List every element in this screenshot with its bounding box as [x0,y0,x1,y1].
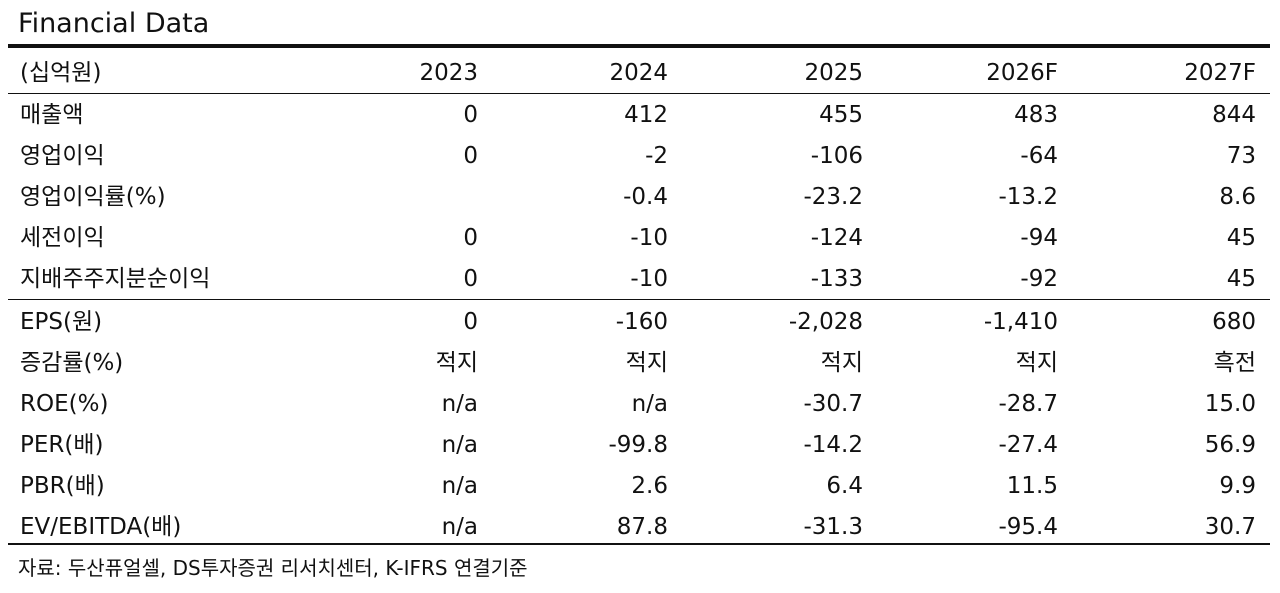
table-cell: -2,028 [788,309,863,335]
table-cell: 844 [1212,102,1256,128]
unit-label: (십억원) [20,60,102,86]
table-cell: -94 [1020,225,1058,251]
table-cell: n/a [441,391,478,417]
table-cell: -95.4 [998,514,1058,540]
table-cell: 6.4 [826,473,863,499]
row-label: 영업이익 [20,143,105,169]
table-cell: 2.6 [631,473,668,499]
table-cell: 30.7 [1204,514,1256,540]
row-label: EPS(원) [20,309,103,335]
table-cell: 680 [1212,309,1256,335]
table-cell: 45 [1226,266,1256,292]
table-cell: 적지 [435,350,478,376]
table-bottom-divider [8,543,1270,545]
table-cell: 9.9 [1219,473,1256,499]
row-label: PER(배) [20,432,104,458]
table-cell: n/a [631,391,668,417]
table-row: PER(배) n/a -99.8 -14.2 -27.4 56.9 [8,425,1270,466]
table-row: 영업이익 0 -2 -106 -64 73 [8,136,1270,177]
page-title: Financial Data [18,8,210,39]
table-header: (십억원) 2023 2024 2025 2026F 2027F [8,53,1270,94]
table-row: PBR(배) n/a 2.6 6.4 11.5 9.9 [8,466,1270,507]
table-row: 매출액 0 412 455 483 844 [8,95,1270,136]
table-cell: 8.6 [1219,184,1256,210]
table-cell: -133 [810,266,863,292]
table-cell: 455 [819,102,863,128]
year-header-2024: 2024 [609,60,668,86]
table-cell: n/a [441,432,478,458]
table-cell: -10 [630,266,668,292]
table-row: 영업이익률(%) -0.4 -23.2 -13.2 8.6 [8,177,1270,218]
table-cell: -64 [1020,143,1058,169]
table-cell: -106 [810,143,863,169]
table-cell: -30.7 [803,391,863,417]
table-cell: -28.7 [998,391,1058,417]
table-cell: -14.2 [803,432,863,458]
table-row: 증감률(%) 적지 적지 적지 적지 흑전 [8,343,1270,384]
table-cell: -2 [645,143,668,169]
table-cell: 412 [624,102,668,128]
table-cell: -160 [615,309,668,335]
table-cell: -1,410 [983,309,1058,335]
table-cell: 0 [463,225,478,251]
year-header-2023: 2023 [419,60,478,86]
table-cell: 적지 [1015,350,1058,376]
table-cell: 73 [1226,143,1256,169]
table-cell: 0 [463,266,478,292]
table-cell: n/a [441,473,478,499]
table-row: 세전이익 0 -10 -124 -94 45 [8,218,1270,259]
table-cell: -10 [630,225,668,251]
title-divider [8,44,1270,48]
table-row: EPS(원) 0 -160 -2,028 -1,410 680 [8,302,1270,343]
income-section: 매출액 0 412 455 483 844 영업이익 0 -2 -106 -64… [8,95,1270,300]
table-cell: -99.8 [608,432,668,458]
table-cell: n/a [441,514,478,540]
table-cell: 483 [1014,102,1058,128]
table-cell: 흑전 [1213,350,1256,376]
year-header-2026f: 2026F [986,60,1058,86]
source-note: 자료: 두산퓨얼셀, DS투자증권 리서치센터, K-IFRS 연결기준 [18,556,528,580]
table-cell: -13.2 [998,184,1058,210]
table-cell: -31.3 [803,514,863,540]
row-label: 증감률(%) [20,350,124,376]
table-cell: 11.5 [1006,473,1058,499]
header-row: (십억원) 2023 2024 2025 2026F 2027F [8,53,1270,94]
row-label: 영업이익률(%) [20,184,166,210]
table-row: ROE(%) n/a n/a -30.7 -28.7 15.0 [8,384,1270,425]
table-cell: 56.9 [1204,432,1256,458]
row-label: EV/EBITDA(배) [20,514,182,540]
section-divider [8,299,1270,300]
row-label: 지배주주지분순이익 [20,266,211,292]
row-label: 세전이익 [20,225,105,251]
table-cell: -27.4 [998,432,1058,458]
table-cell: -23.2 [803,184,863,210]
table-cell: 45 [1226,225,1256,251]
table-cell: -92 [1020,266,1058,292]
row-label: ROE(%) [20,391,109,417]
table-cell: 적지 [820,350,863,376]
row-label: 매출액 [20,102,84,128]
year-header-2027f: 2027F [1184,60,1256,86]
table-cell: 0 [463,143,478,169]
table-cell: 0 [463,102,478,128]
table-cell: 15.0 [1204,391,1256,417]
year-header-2025: 2025 [804,60,863,86]
header-divider [8,93,1270,94]
table-cell: -0.4 [623,184,668,210]
table-cell: 0 [463,309,478,335]
valuation-section: EPS(원) 0 -160 -2,028 -1,410 680 증감률(%) 적… [8,302,1270,548]
table-row: 지배주주지분순이익 0 -10 -133 -92 45 [8,259,1270,300]
table-cell: 적지 [625,350,668,376]
table-row: EV/EBITDA(배) n/a 87.8 -31.3 -95.4 30.7 [8,507,1270,548]
table-cell: -124 [810,225,863,251]
table-cell: 87.8 [616,514,668,540]
row-label: PBR(배) [20,473,105,499]
